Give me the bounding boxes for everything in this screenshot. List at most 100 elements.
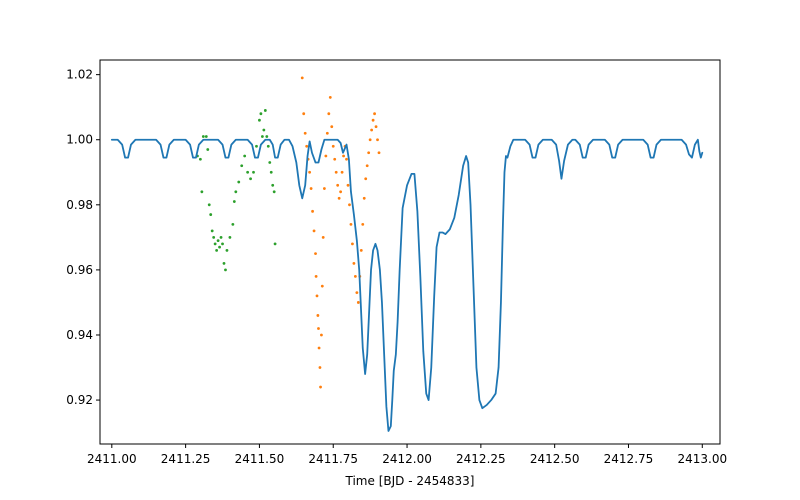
x-tick-label: 2412.00 xyxy=(382,452,432,466)
scatter-point xyxy=(319,385,322,389)
scatter-point xyxy=(312,229,316,233)
scatter-point xyxy=(266,144,270,148)
scatter-point xyxy=(331,144,335,148)
scatter-point xyxy=(240,164,244,168)
scatter-point xyxy=(376,138,379,142)
scatter-point xyxy=(272,190,276,194)
scatter-point xyxy=(224,268,227,272)
scatter-point xyxy=(339,190,343,194)
scatter-point xyxy=(204,135,208,138)
scatter-point xyxy=(352,261,356,265)
scatter-point xyxy=(258,118,261,122)
scatter-point xyxy=(368,138,372,142)
y-tick-label: 1.00 xyxy=(66,133,93,147)
scatter-point xyxy=(198,157,202,161)
scatter-point xyxy=(255,144,258,148)
scatter-point xyxy=(356,301,360,304)
scatter-point xyxy=(219,235,223,239)
scatter-point xyxy=(316,314,320,317)
scatter-point xyxy=(328,96,332,99)
scatter-point xyxy=(345,157,348,161)
scatter-series-2 xyxy=(196,109,277,272)
scatter-point xyxy=(333,157,337,161)
x-tick-label: 2411.00 xyxy=(87,452,137,466)
scatter-point xyxy=(377,151,381,155)
scatter-point xyxy=(268,161,272,164)
scatter-point xyxy=(222,261,226,265)
x-tick-label: 2411.25 xyxy=(161,452,211,466)
scatter-point xyxy=(320,284,324,288)
scatter-point xyxy=(314,275,318,278)
scatter-point xyxy=(308,170,312,174)
scatter-point xyxy=(215,248,219,252)
scatter-point xyxy=(317,327,320,330)
scatter-point xyxy=(317,346,321,350)
scatter-point xyxy=(315,294,319,298)
scatter-point xyxy=(206,148,210,151)
scatter-point xyxy=(200,190,204,194)
scatter-point xyxy=(364,177,368,181)
y-tick-label: 0.98 xyxy=(66,198,93,212)
scatter-point xyxy=(228,235,232,239)
scatter-point xyxy=(209,213,213,216)
x-tick-label: 2411.50 xyxy=(235,452,285,466)
scatter-point xyxy=(300,76,304,80)
scatter-point xyxy=(314,252,317,256)
scatter-point xyxy=(353,275,357,278)
scatter-point xyxy=(321,235,325,239)
scatter-point xyxy=(325,131,329,135)
scatter-point xyxy=(271,183,275,187)
scatter-point xyxy=(359,248,363,252)
series-layer xyxy=(110,76,704,432)
scatter-point xyxy=(370,128,374,132)
scatter-point xyxy=(269,170,273,174)
y-tick-label: 0.96 xyxy=(66,263,93,277)
scatter-point xyxy=(373,112,376,116)
y-tick-label: 0.92 xyxy=(66,393,93,407)
plot-frame xyxy=(99,59,721,445)
x-tick-label: 2412.50 xyxy=(530,452,580,466)
scatter-point xyxy=(327,112,331,116)
scatter-point xyxy=(349,222,353,226)
x-tick-label: 2411.75 xyxy=(308,452,358,466)
scatter-point xyxy=(213,242,217,246)
scatter-point xyxy=(259,112,263,116)
scatter-point xyxy=(243,154,247,158)
scatter-point xyxy=(273,242,277,246)
x-axis-label: Time [BJD - 2454833] xyxy=(345,474,475,488)
scatter-point xyxy=(330,125,334,129)
scatter-point xyxy=(302,112,306,116)
y-tick-label: 0.94 xyxy=(66,328,93,342)
scatter-point xyxy=(249,177,252,181)
scatter-point xyxy=(234,190,238,194)
scatter-point xyxy=(218,245,221,249)
scatter-point xyxy=(346,183,350,187)
scatter-point xyxy=(334,170,338,174)
x-tick-label: 2412.25 xyxy=(456,452,506,466)
scatter-point xyxy=(365,164,369,168)
scatter-point xyxy=(221,242,224,246)
scatter-point xyxy=(260,135,264,138)
scatter-point xyxy=(322,187,326,190)
scatter-point xyxy=(362,196,366,200)
model-light-curve-line xyxy=(110,138,704,432)
scatter-point xyxy=(348,203,351,207)
scatter-point xyxy=(232,200,236,203)
scatter-point xyxy=(324,154,328,158)
scatter-point xyxy=(337,196,341,200)
scatter-point xyxy=(201,135,205,138)
scatter-point xyxy=(231,222,235,226)
scatter-point xyxy=(216,239,220,243)
scatter-point xyxy=(351,242,354,246)
scatter-point xyxy=(265,135,269,138)
scatter-point xyxy=(355,291,359,295)
x-tick-label: 2412.75 xyxy=(604,452,654,466)
scatter-point xyxy=(361,222,365,226)
scatter-point xyxy=(303,131,307,135)
y-tick-label: 1.02 xyxy=(66,68,93,82)
x-axis: 2411.00 2411.25 2411.50 2411.75 2412.00 2412.… xyxy=(87,444,727,466)
scatter-point xyxy=(263,109,267,112)
scatter-point xyxy=(320,333,323,337)
scatter-point xyxy=(237,180,241,184)
